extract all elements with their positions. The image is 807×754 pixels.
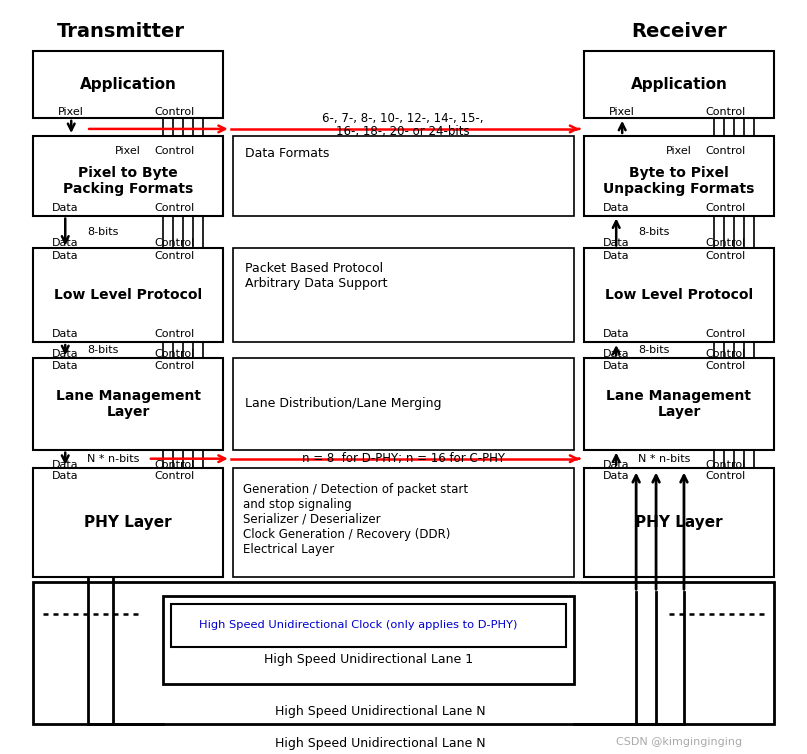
Text: Data: Data (603, 329, 629, 339)
Text: Data: Data (603, 460, 629, 470)
Text: PHY Layer: PHY Layer (635, 515, 723, 530)
Text: High Speed Unidirectional Clock (only applies to D-PHY): High Speed Unidirectional Clock (only ap… (199, 620, 517, 630)
Text: Control: Control (155, 203, 195, 213)
Text: Pixel: Pixel (115, 146, 141, 156)
Text: Byte to Pixel
Unpacking Formats: Byte to Pixel Unpacking Formats (604, 166, 755, 196)
Text: Data: Data (603, 361, 629, 371)
Text: Receiver: Receiver (631, 22, 727, 41)
Text: Data: Data (52, 470, 78, 480)
Text: Control: Control (155, 470, 195, 480)
Text: Data: Data (603, 238, 629, 249)
Text: Data Formats: Data Formats (245, 147, 329, 161)
Text: Data: Data (52, 349, 78, 359)
Text: 8-bits: 8-bits (638, 345, 670, 355)
Bar (232, 136, 575, 216)
Text: Control: Control (705, 238, 746, 249)
Text: Low Level Protocol: Low Level Protocol (605, 288, 753, 302)
Text: 8-bits: 8-bits (638, 226, 670, 237)
Text: Control: Control (705, 203, 746, 213)
Bar (33, 467, 223, 578)
Text: Control: Control (705, 460, 746, 470)
Text: Lane Distribution/Lane Merging: Lane Distribution/Lane Merging (245, 397, 441, 410)
Text: Lane Management
Layer: Lane Management Layer (56, 389, 200, 419)
Text: Pixel: Pixel (609, 107, 635, 117)
Text: Control: Control (155, 349, 195, 359)
Text: Pixel: Pixel (58, 107, 84, 117)
Bar (584, 358, 774, 449)
Bar (584, 467, 774, 578)
Bar (33, 51, 223, 118)
Text: High Speed Unidirectional Lane 1: High Speed Unidirectional Lane 1 (264, 654, 473, 667)
Text: 6-, 7-, 8-, 10-, 12-, 14-, 15-,: 6-, 7-, 8-, 10-, 12-, 14-, 15-, (322, 112, 483, 125)
Text: Data: Data (52, 203, 78, 213)
Text: Control: Control (155, 361, 195, 371)
Text: Lane Management
Layer: Lane Management Layer (607, 389, 751, 419)
Text: Control: Control (155, 460, 195, 470)
Text: Packet Based Protocol
Arbitrary Data Support: Packet Based Protocol Arbitrary Data Sup… (245, 262, 387, 290)
Bar (163, 596, 575, 684)
Text: Control: Control (705, 251, 746, 262)
Text: 8-bits: 8-bits (87, 345, 119, 355)
Text: Data: Data (603, 470, 629, 480)
Text: Data: Data (603, 349, 629, 359)
Text: Transmitter: Transmitter (57, 22, 185, 41)
Text: Control: Control (705, 329, 746, 339)
Text: n = 8  for D-PHY; n = 16 for C-PHY: n = 8 for D-PHY; n = 16 for C-PHY (302, 452, 504, 465)
Text: Pixel: Pixel (666, 146, 692, 156)
Text: CSDN @kimginginging: CSDN @kimginginging (616, 737, 742, 746)
Text: Control: Control (705, 361, 746, 371)
Text: High Speed Unidirectional Lane N: High Speed Unidirectional Lane N (274, 705, 485, 719)
Text: Control: Control (705, 107, 746, 117)
Text: Data: Data (52, 460, 78, 470)
Text: Data: Data (603, 203, 629, 213)
Text: Generation / Detection of packet start
and stop signaling
Serializer / Deseriali: Generation / Detection of packet start a… (243, 483, 468, 556)
Text: Control: Control (155, 238, 195, 249)
Text: Low Level Protocol: Low Level Protocol (54, 288, 202, 302)
Text: Control: Control (705, 470, 746, 480)
Bar (232, 249, 575, 342)
Text: Control: Control (155, 146, 195, 156)
Text: Data: Data (52, 329, 78, 339)
Bar (33, 249, 223, 342)
Text: N * n-bits: N * n-bits (87, 454, 140, 464)
Text: 8-bits: 8-bits (87, 226, 119, 237)
Text: Pixel to Byte
Packing Formats: Pixel to Byte Packing Formats (63, 166, 193, 196)
Bar (33, 582, 774, 724)
Text: Control: Control (705, 146, 746, 156)
Text: PHY Layer: PHY Layer (84, 515, 172, 530)
Text: Data: Data (52, 361, 78, 371)
Text: Data: Data (603, 251, 629, 262)
Text: N * n-bits: N * n-bits (638, 454, 690, 464)
Text: Control: Control (705, 349, 746, 359)
Bar (232, 358, 575, 449)
Text: Control: Control (155, 251, 195, 262)
Text: Data: Data (52, 251, 78, 262)
Text: Application: Application (630, 77, 727, 91)
Bar (584, 136, 774, 216)
Bar (584, 51, 774, 118)
Text: Data: Data (52, 238, 78, 249)
Bar (171, 604, 567, 647)
Text: 16-, 18-, 20- or 24-bits: 16-, 18-, 20- or 24-bits (337, 125, 470, 139)
Text: High Speed Unidirectional Lane N: High Speed Unidirectional Lane N (274, 737, 485, 750)
Bar (584, 249, 774, 342)
Bar (33, 136, 223, 216)
Bar (33, 358, 223, 449)
Bar (232, 467, 575, 578)
Text: Control: Control (155, 329, 195, 339)
Text: Control: Control (155, 107, 195, 117)
Text: Application: Application (80, 77, 177, 91)
